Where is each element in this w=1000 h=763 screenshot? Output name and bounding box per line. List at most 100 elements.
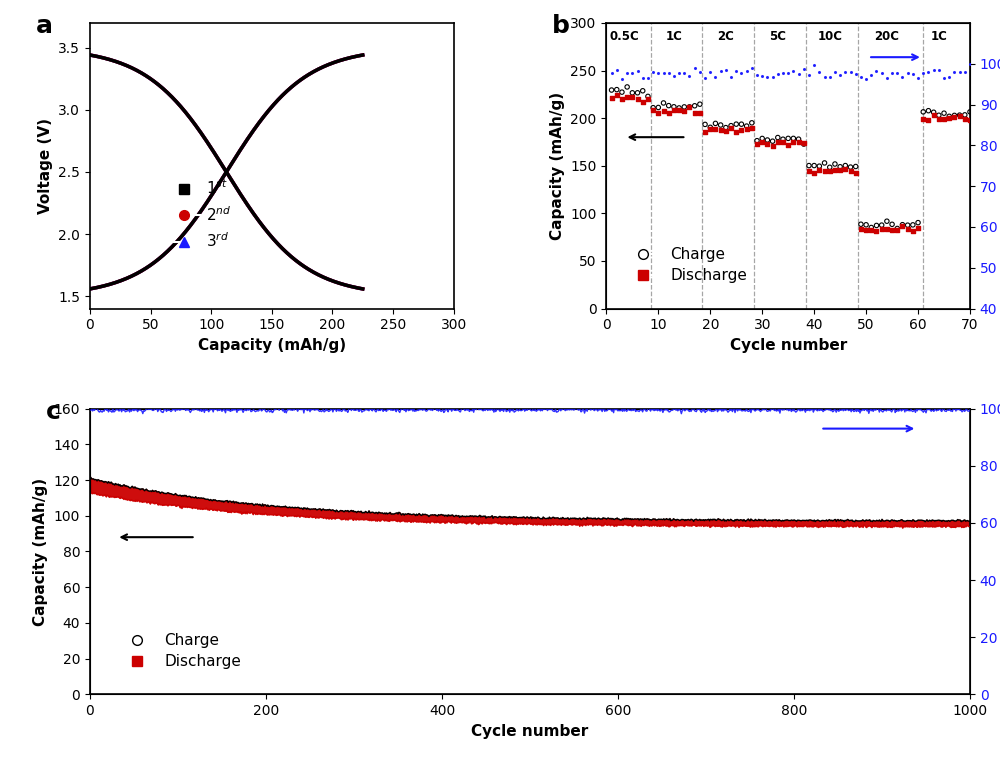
Point bbox=[827, 158, 843, 170]
Point bbox=[962, 114, 978, 126]
Point bbox=[775, 137, 791, 149]
Point bbox=[796, 63, 812, 76]
Point bbox=[718, 64, 734, 76]
Point bbox=[692, 107, 708, 119]
Point bbox=[713, 66, 729, 78]
Point bbox=[962, 106, 978, 118]
Point bbox=[723, 70, 739, 82]
Point bbox=[848, 68, 864, 80]
Point bbox=[702, 123, 718, 135]
Point bbox=[718, 124, 734, 137]
Point bbox=[624, 87, 640, 99]
Point bbox=[858, 219, 874, 231]
Point bbox=[791, 68, 807, 80]
Point bbox=[739, 65, 755, 77]
Point bbox=[754, 70, 770, 82]
Point bbox=[806, 167, 822, 179]
Point bbox=[822, 165, 838, 177]
Point bbox=[723, 120, 739, 132]
Point bbox=[946, 66, 962, 79]
Point bbox=[645, 104, 661, 116]
Point bbox=[671, 104, 687, 116]
Point bbox=[848, 166, 864, 179]
Point bbox=[957, 112, 973, 124]
Point bbox=[827, 66, 843, 79]
Point bbox=[765, 70, 781, 82]
Point bbox=[791, 136, 807, 148]
Point bbox=[848, 160, 864, 172]
Point bbox=[879, 224, 895, 236]
Point bbox=[920, 66, 936, 78]
Point bbox=[853, 70, 869, 82]
Point bbox=[952, 66, 968, 79]
Point bbox=[707, 118, 723, 130]
Point bbox=[754, 137, 770, 149]
Point bbox=[811, 160, 827, 172]
Point bbox=[707, 123, 723, 135]
Point bbox=[926, 106, 942, 118]
Point bbox=[926, 109, 942, 121]
Point bbox=[728, 65, 744, 77]
Point bbox=[656, 67, 672, 79]
Point bbox=[733, 66, 749, 79]
Point bbox=[635, 72, 651, 84]
Point bbox=[759, 138, 775, 150]
Point bbox=[796, 137, 812, 149]
Point bbox=[770, 136, 786, 148]
Point bbox=[702, 66, 718, 78]
Point bbox=[863, 224, 879, 237]
Point bbox=[733, 118, 749, 130]
Point bbox=[920, 114, 936, 126]
Point bbox=[796, 138, 812, 150]
Point bbox=[785, 132, 801, 144]
Point bbox=[822, 161, 838, 173]
Point bbox=[739, 123, 755, 135]
Point bbox=[931, 113, 947, 125]
Point bbox=[801, 165, 817, 177]
Point bbox=[889, 224, 905, 236]
X-axis label: Cycle number: Cycle number bbox=[471, 723, 589, 739]
Point bbox=[656, 97, 672, 109]
Point bbox=[609, 63, 625, 76]
Point bbox=[681, 101, 697, 113]
Point bbox=[941, 110, 957, 122]
Point bbox=[863, 221, 879, 233]
Point bbox=[817, 165, 833, 177]
Point bbox=[874, 67, 890, 79]
Point bbox=[952, 109, 968, 121]
Point bbox=[806, 59, 822, 71]
Text: 20C: 20C bbox=[874, 30, 899, 43]
Point bbox=[754, 132, 770, 144]
Point bbox=[749, 69, 765, 81]
Text: 5C: 5C bbox=[769, 30, 786, 43]
Point bbox=[713, 124, 729, 136]
Point bbox=[739, 120, 755, 132]
Point bbox=[817, 71, 833, 83]
Point bbox=[624, 91, 640, 103]
Point bbox=[832, 69, 848, 81]
Text: 1C: 1C bbox=[930, 30, 947, 43]
Point bbox=[728, 118, 744, 130]
Legend: Charge, Discharge: Charge, Discharge bbox=[621, 241, 753, 289]
Point bbox=[759, 71, 775, 83]
Point bbox=[957, 109, 973, 121]
Point bbox=[645, 66, 661, 79]
Point bbox=[822, 71, 838, 83]
Point bbox=[640, 93, 656, 105]
Point bbox=[619, 91, 635, 103]
Point bbox=[889, 222, 905, 234]
Point bbox=[765, 140, 781, 152]
Text: c: c bbox=[46, 400, 61, 424]
Text: a: a bbox=[35, 14, 52, 38]
Point bbox=[645, 101, 661, 114]
Point bbox=[806, 159, 822, 172]
Point bbox=[926, 64, 942, 76]
Point bbox=[780, 132, 796, 144]
Point bbox=[843, 66, 859, 79]
Point bbox=[910, 222, 926, 234]
Point bbox=[962, 57, 978, 69]
Point bbox=[650, 101, 666, 114]
Text: 2C: 2C bbox=[717, 30, 734, 43]
Point bbox=[687, 106, 703, 118]
Point bbox=[837, 159, 853, 172]
